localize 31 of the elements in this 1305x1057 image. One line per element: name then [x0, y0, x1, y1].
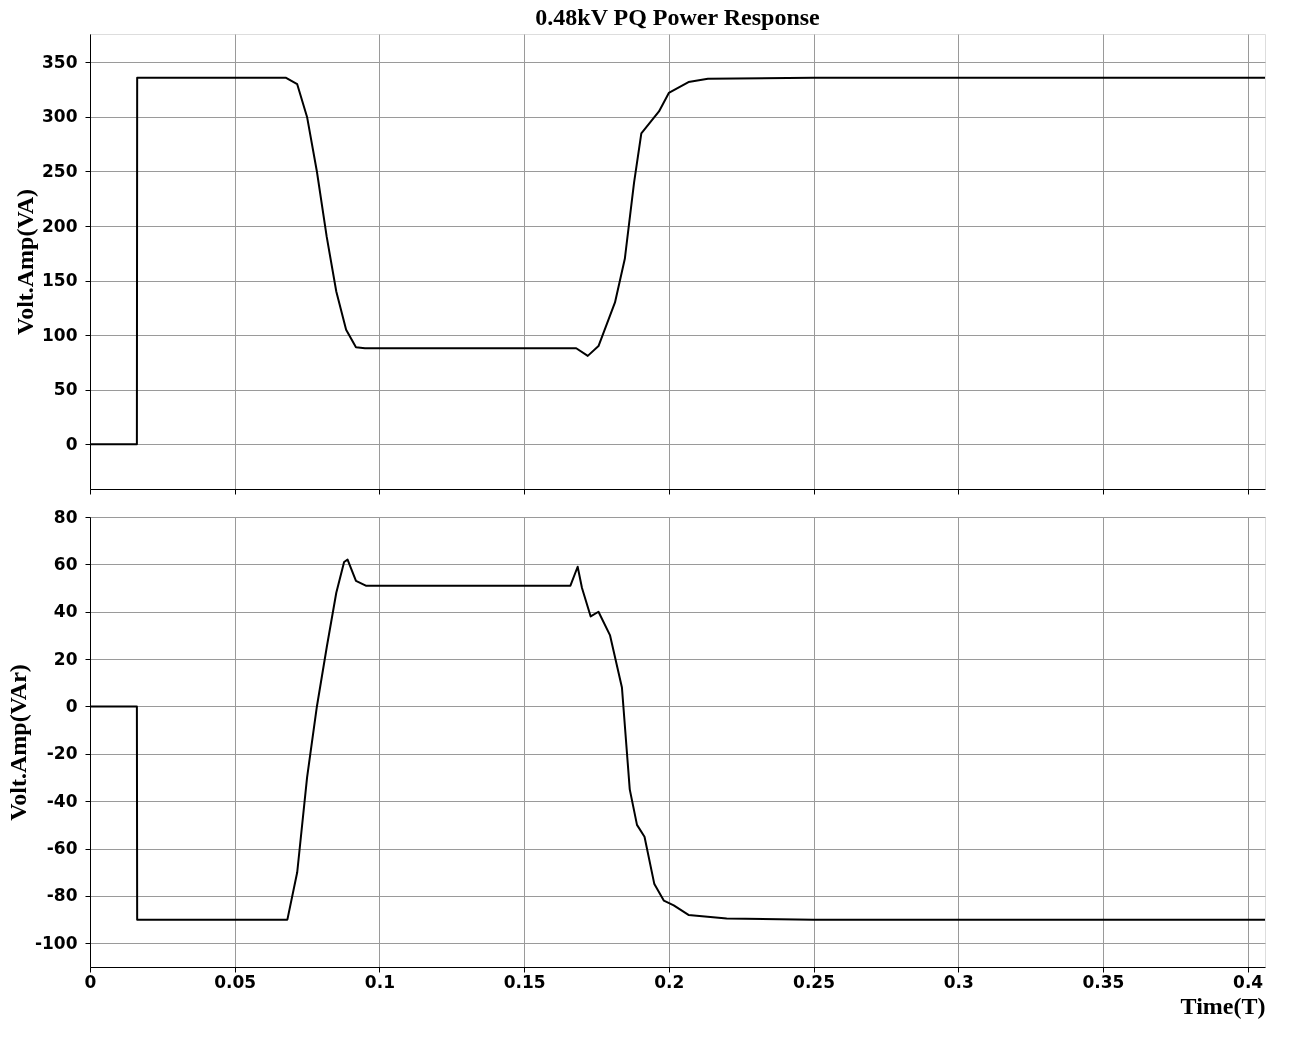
- y-tick-label: 40: [53, 601, 78, 622]
- chart-title: 0.48kV PQ Power Response: [535, 4, 821, 30]
- y-tick-label: -20: [46, 743, 78, 764]
- y-tick-label: -100: [34, 932, 78, 953]
- x-tick-label: 0.35: [1082, 971, 1125, 992]
- y-tick-label: 0: [65, 695, 78, 716]
- y-tick-label: -60: [46, 838, 78, 859]
- y-tick-label: 100: [42, 324, 78, 345]
- x-tick-label: 0.25: [793, 971, 835, 992]
- x-tick-label: 0.05: [214, 971, 257, 992]
- y-tick-label: 300: [42, 106, 78, 127]
- y-tick-label: 50: [53, 379, 78, 400]
- y-axis-title: Volt.Amp(VAr): [4, 664, 31, 821]
- y-tick-label: 350: [42, 51, 78, 72]
- y-tick-label: 20: [53, 648, 78, 669]
- y-axis-title: Volt.Amp(VA): [12, 188, 39, 336]
- y-tick-label: -80: [46, 885, 78, 906]
- y-tick-label: 0: [65, 433, 78, 454]
- x-tick-label: 0: [84, 971, 97, 992]
- x-tick-label: 0.2: [654, 971, 685, 992]
- x-axis-title: Time(T): [1180, 992, 1266, 1019]
- x-tick-label: 0.3: [943, 971, 974, 992]
- y-tick-label: 250: [42, 160, 78, 181]
- y-tick-label: 200: [42, 215, 78, 236]
- x-tick-label: 0.15: [503, 971, 546, 992]
- y-tick-label: 60: [53, 553, 78, 574]
- x-tick-label: 0.4: [1233, 971, 1264, 992]
- y-tick-label: 150: [42, 270, 78, 291]
- y-tick-label: 80: [53, 506, 78, 527]
- y-tick-label: -40: [46, 790, 78, 811]
- x-tick-label: 0.1: [364, 971, 395, 992]
